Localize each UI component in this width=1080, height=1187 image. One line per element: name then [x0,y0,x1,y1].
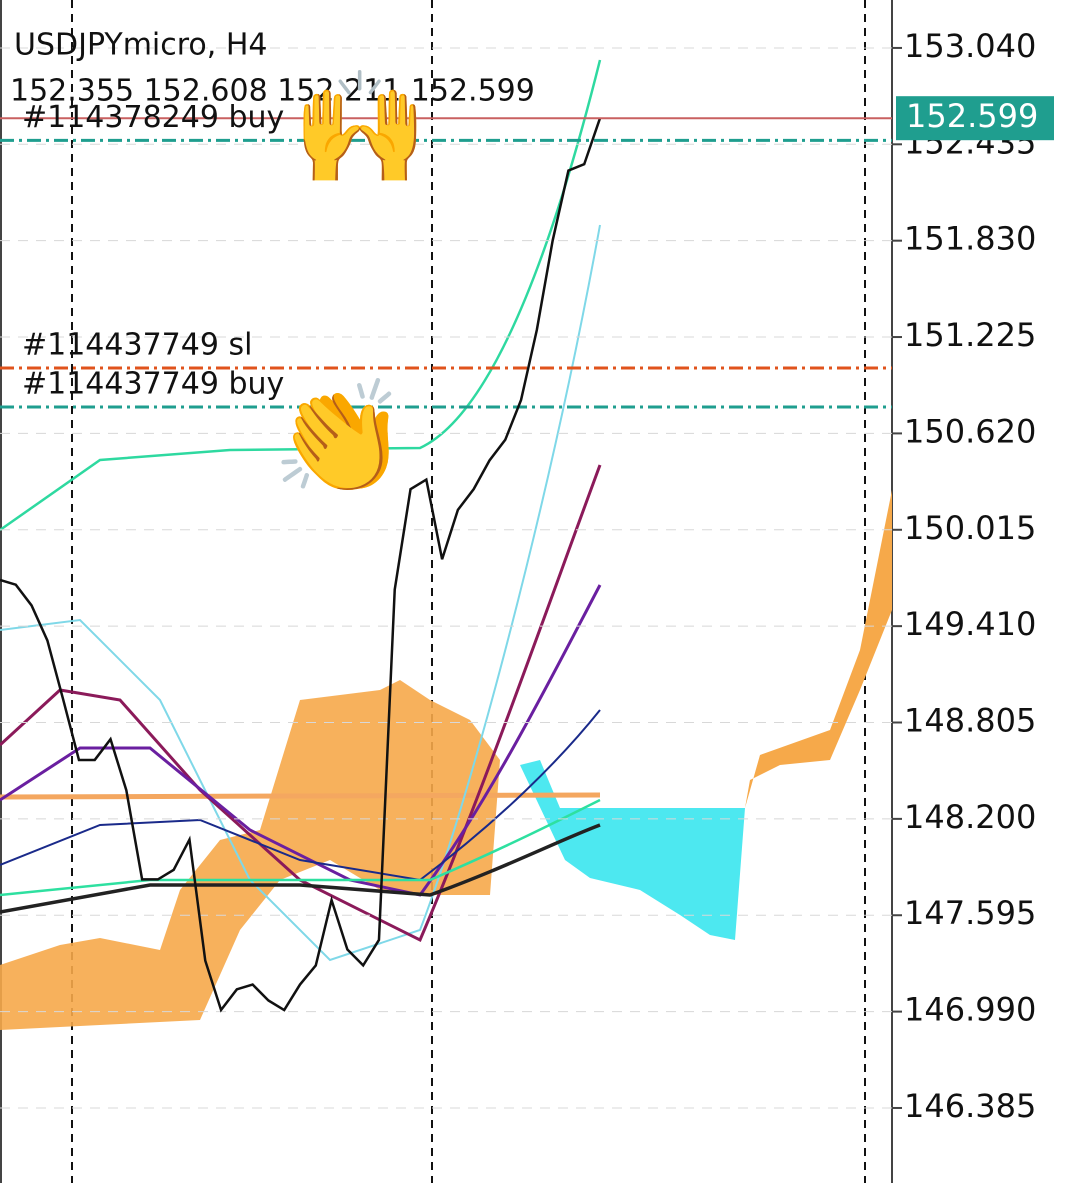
moving-average [0,798,601,897]
y-tick-label: 148.805 [904,702,1036,740]
moving-average [0,584,602,897]
marks [0,47,892,1109]
price-line [0,117,602,1013]
ichimoku-cloud [0,680,500,1030]
indicators [0,59,892,1030]
moving-average [0,792,601,800]
y-tick-label: 150.015 [904,509,1036,547]
moving-average [0,823,601,914]
moving-average [0,464,602,943]
current-price-box [896,96,1054,141]
ohlc-readout: 152.355 152.608 152.211 152.599 [10,74,535,109]
y-tick-label: 151.830 [904,220,1036,258]
ichimoku-cloud [520,760,745,940]
y-tick-label: 147.595 [904,894,1036,932]
symbol-title: USDJPYmicro, H4 [14,28,268,63]
order-label: #114437749 buy [22,366,284,401]
current-price-label: 152.599 [906,97,1038,135]
y-tick-label: 151.225 [904,316,1036,354]
order-label: #114437749 sl [22,327,252,362]
y-tick-label: 149.410 [904,605,1036,643]
y-tick-label: 146.990 [904,991,1036,1029]
moving-average [0,709,601,882]
y-tick-label: 146.385 [904,1087,1036,1125]
sticker: 👏 [272,373,409,501]
ichimoku-cloud [745,490,892,808]
order-label: #114378249 buy [22,100,284,135]
y-tick-label: 150.620 [904,412,1036,450]
y-tick-label: 148.200 [904,798,1036,836]
sticker: 🙌 [292,63,429,191]
bollinger-band [0,59,602,532]
y-tick-label: 153.040 [904,27,1036,65]
